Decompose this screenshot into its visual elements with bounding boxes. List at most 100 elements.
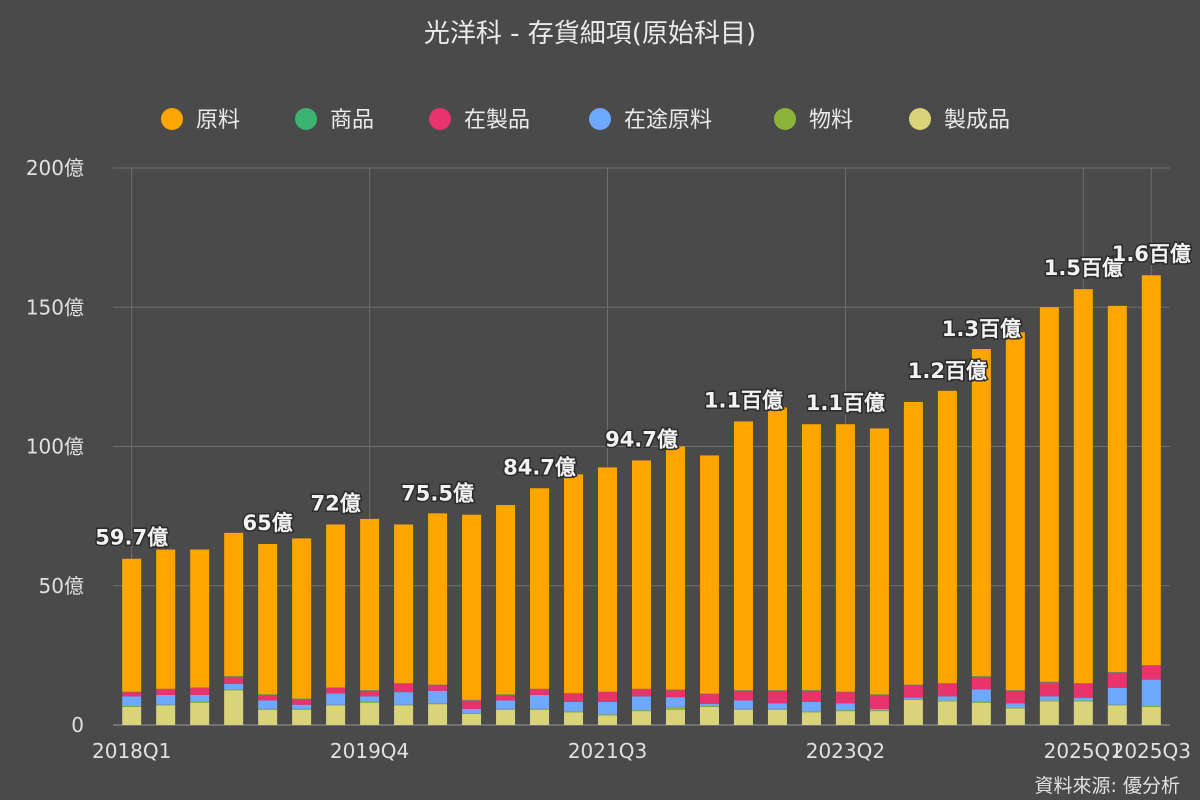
bar-segment-製成品-2023Q2 <box>835 711 855 725</box>
bar-segment-物料-2018Q1 <box>122 706 142 707</box>
legend-label-0: 原料 <box>196 108 240 133</box>
bar-segment-原料-2019Q3 <box>326 524 346 688</box>
bar-segment-在途原料-2021Q4 <box>632 696 651 711</box>
bar-segment-在途原料-2019Q1 <box>258 700 278 709</box>
bar-segment-在途原料-2024Q1 <box>937 696 957 701</box>
bar-segment-物料-2021Q1 <box>530 708 550 710</box>
bar-segment-在製品-2018Q4 <box>224 676 244 684</box>
bars <box>122 275 1161 725</box>
x-tick-label-0: 2018Q1 <box>92 739 171 763</box>
bar-segment-物料-2022Q2 <box>699 706 719 707</box>
bar-segment-在途原料-2021Q2 <box>564 701 584 712</box>
bar-value-label-1: 65億 <box>243 511 293 535</box>
bar-segment-物料-2019Q2 <box>292 708 312 710</box>
bar-segment-在製品-2020Q1 <box>394 683 414 693</box>
bar-segment-在製品-2018Q1 <box>122 692 142 697</box>
bar-segment-原料-2022Q2 <box>699 455 719 694</box>
bar-segment-在途原料-2021Q1 <box>530 694 550 709</box>
bar-segment-原料-2023Q3 <box>869 428 889 695</box>
bar-segment-製成品-2020Q2 <box>428 704 448 725</box>
bar-value-label-11: 1.6百億 <box>1112 242 1191 266</box>
bar-segment-物料-2025Q1 <box>1073 700 1093 702</box>
legend-label-5: 製成品 <box>944 108 1010 133</box>
bar-segment-商品-2024Q1 <box>937 683 957 684</box>
bar-segment-在製品-2020Q2 <box>428 685 448 691</box>
bar-segment-在製品-2022Q1 <box>665 690 685 698</box>
legend: 原料 商品 在製品 在途原料 物料 製成品 <box>161 108 1010 133</box>
x-tick-label-1: 2019Q4 <box>330 739 409 763</box>
bar-segment-物料-2025Q2 <box>1107 704 1127 706</box>
bar-segment-在途原料-2020Q2 <box>428 690 448 704</box>
bar-segment-物料-2019Q3 <box>326 704 346 706</box>
bar-segment-商品-2019Q2 <box>292 698 312 700</box>
bar-segment-原料-2025Q3 <box>1141 275 1161 666</box>
bar-segment-製成品-2025Q3 <box>1141 706 1161 725</box>
bar-segment-製成品-2024Q4 <box>1039 701 1059 725</box>
bar-segment-在製品-2022Q2 <box>699 694 719 704</box>
bar-segment-原料-2018Q1 <box>122 558 142 692</box>
bar-segment-原料-2025Q1 <box>1073 289 1093 684</box>
bar-value-label-0: 59.7億 <box>95 526 168 550</box>
bar-segment-在製品-2018Q2 <box>156 689 176 695</box>
bar-segment-在製品-2025Q2 <box>1107 672 1127 688</box>
legend-swatch-2 <box>429 108 451 130</box>
bar-segment-在途原料-2023Q2 <box>835 703 855 711</box>
bar-segment-原料-2019Q2 <box>292 538 312 699</box>
bar-segment-商品-2023Q1 <box>801 690 821 691</box>
bar-segment-物料-2020Q4 <box>496 708 516 710</box>
bar-segment-在途原料-2024Q2 <box>971 689 991 702</box>
bar-segment-製成品-2020Q4 <box>496 709 516 725</box>
bar-segment-在製品-2024Q1 <box>937 683 957 697</box>
bar-segment-原料-2024Q3 <box>1005 332 1025 691</box>
bar-segment-在途原料-2019Q2 <box>292 704 312 709</box>
bar-segment-製成品-2020Q1 <box>394 705 414 725</box>
bar-segment-原料-2024Q1 <box>937 390 957 684</box>
bar-segment-製成品-2022Q3 <box>733 709 753 725</box>
bar-segment-商品-2019Q3 <box>326 687 346 688</box>
bar-segment-物料-2019Q1 <box>258 708 278 710</box>
bar-segment-在製品-2023Q1 <box>801 690 821 702</box>
bar-segment-在途原料-2018Q2 <box>156 694 176 705</box>
bar-segment-在製品-2021Q4 <box>632 689 651 697</box>
bar-segment-商品-2022Q1 <box>665 689 685 691</box>
bar-segment-製成品-2022Q1 <box>665 709 685 725</box>
bar-segment-原料-2021Q3 <box>598 467 618 692</box>
legend-swatch-4 <box>774 108 796 130</box>
bar-segment-在途原料-2022Q2 <box>699 703 719 707</box>
bar-segment-製成品-2018Q4 <box>224 690 244 725</box>
bar-segment-商品-2019Q4 <box>360 690 380 691</box>
bar-segment-原料-2022Q3 <box>733 421 753 691</box>
legend-swatch-5 <box>909 108 931 130</box>
bar-segment-製成品-2018Q1 <box>122 706 142 725</box>
bar-segment-物料-2024Q4 <box>1039 700 1059 702</box>
bar-segment-原料-2024Q4 <box>1039 307 1059 682</box>
bar-value-label-2: 72億 <box>310 491 360 515</box>
bar-segment-商品-2020Q2 <box>428 684 448 686</box>
bar-segment-物料-2020Q2 <box>428 703 448 705</box>
bar-value-label-5: 94.7億 <box>605 427 678 451</box>
y-tick-label-2: 100億 <box>26 435 84 459</box>
bar-segment-在途原料-2020Q1 <box>394 692 414 705</box>
legend-label-2: 在製品 <box>464 108 530 133</box>
bar-segment-物料-2022Q1 <box>665 706 685 710</box>
bar-segment-製成品-2025Q1 <box>1073 701 1093 725</box>
bar-value-label-8: 1.2百億 <box>908 359 987 383</box>
bar-segment-在途原料-2025Q1 <box>1073 697 1093 701</box>
legend-label-3: 在途原料 <box>624 108 712 133</box>
bar-segment-原料-2022Q4 <box>767 407 787 691</box>
bar-segment-在製品-2020Q3 <box>462 700 482 709</box>
bar-segment-在途原料-2024Q3 <box>1005 703 1025 708</box>
bar-segment-物料-2024Q3 <box>1005 707 1025 709</box>
bar-segment-製成品-2024Q3 <box>1005 708 1025 725</box>
bar-segment-在途原料-2020Q3 <box>462 708 482 714</box>
bar-segment-商品-2023Q4 <box>903 684 923 686</box>
bar-segment-原料-2019Q4 <box>360 518 380 691</box>
bar-segment-在製品-2024Q3 <box>1005 690 1025 704</box>
bar-segment-原料-2020Q4 <box>496 504 516 695</box>
bar-segment-物料-2021Q2 <box>564 711 584 713</box>
bar-segment-製成品-2020Q3 <box>462 713 482 725</box>
bar-segment-在途原料-2022Q1 <box>665 697 685 707</box>
bar-segment-原料-2019Q1 <box>258 543 278 695</box>
y-axis: 0 50億 100億 150億 200億 <box>26 156 84 737</box>
bar-segment-在途原料-2022Q3 <box>733 700 753 709</box>
